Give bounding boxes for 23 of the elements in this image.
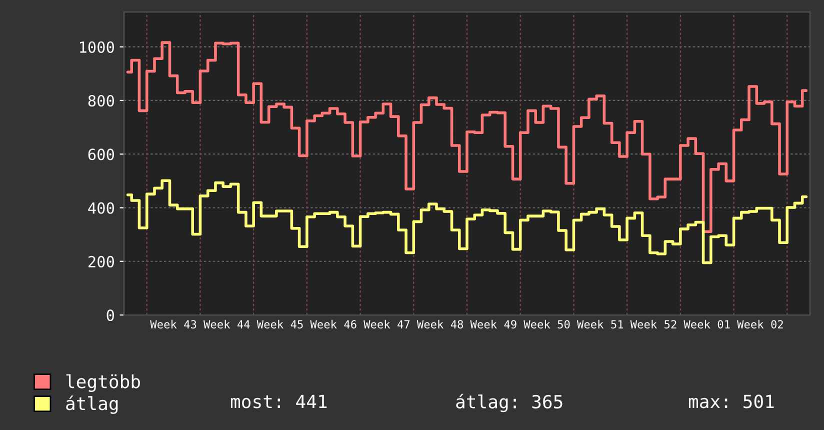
x-tick-label: Week 46 [310,320,356,329]
text: most: 441 [230,394,327,408]
y-tick-label: 800 [88,94,114,107]
x-tick-label: Week 02 [737,320,783,329]
x-tick-label: Week 49 [470,320,516,329]
x-tick-label: Week 43 [150,320,196,329]
legend-label: átlag [66,396,118,414]
x-tick-label: Week 47 [364,320,410,329]
text: átlag: 365 [456,394,562,412]
x-tick-label: Week 50 [524,320,570,329]
legend-label: legtöbb [66,374,140,392]
y-tick-label: 200 [88,256,114,268]
y-tick-label: 1000 [80,41,114,53]
x-tick-label: Week 44 [203,320,250,329]
x-tick-label: Week 51 [576,320,624,329]
text: max: 501 [688,394,774,408]
y-tick-label: 0 [106,310,114,322]
x-tick-label: Week 48 [416,320,464,329]
y-tick-label: 400 [88,202,114,214]
x-tick-label: Week 01 [684,320,730,329]
y-tick-label: 600 [88,148,114,160]
x-tick-label: Week 45 [256,320,303,329]
x-tick-label: Week 52 [630,320,676,329]
